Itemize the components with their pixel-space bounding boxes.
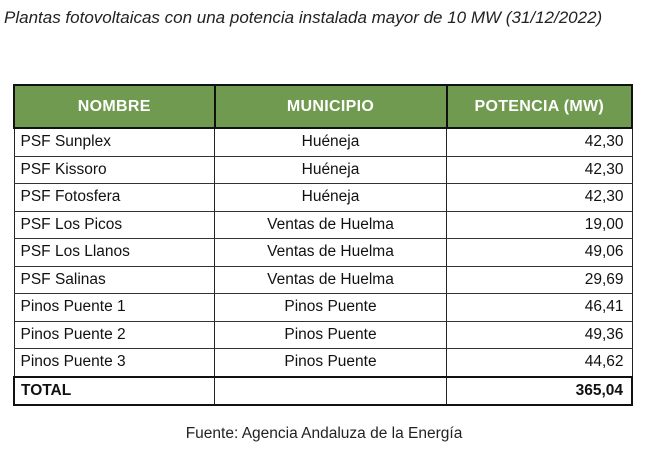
cell-potencia: 49,06	[446, 238, 633, 267]
table-row: PSF Fotosfera Huéneja 42,30	[13, 183, 633, 212]
cell-potencia: 42,30	[446, 156, 633, 184]
cell-nombre: Pinos Puente 2	[13, 321, 215, 349]
page-title: Plantas fotovoltaicas con una potencia i…	[4, 8, 603, 27]
cell-nombre: PSF Fotosfera	[13, 183, 215, 212]
table-row: Pinos Puente 2 Pinos Puente 49,36	[13, 321, 633, 349]
table-row: Pinos Puente 3 Pinos Puente 44,62	[13, 348, 633, 377]
cell-potencia: 44,62	[446, 348, 633, 377]
column-header-nombre: NOMBRE	[13, 84, 216, 129]
cell-nombre: PSF Los Llanos	[13, 238, 215, 267]
table-row: PSF Salinas Ventas de Huelma 29,69	[13, 266, 633, 294]
cell-potencia: 42,30	[446, 127, 633, 157]
cell-nombre: PSF Salinas	[13, 266, 215, 294]
column-header-potencia: POTENCIA (MW)	[445, 84, 633, 129]
column-header-municipio: MUNICIPIO	[213, 84, 448, 129]
total-label: TOTAL	[13, 375, 215, 406]
cell-potencia: 49,36	[446, 321, 633, 349]
cell-nombre: PSF Los Picos	[13, 211, 215, 239]
cell-municipio: Huéneja	[214, 156, 447, 184]
table-row: PSF Sunplex Huéneja 42,30	[13, 127, 633, 157]
table-header-row: NOMBRE MUNICIPIO POTENCIA (MW)	[13, 84, 633, 129]
plants-table: NOMBRE MUNICIPIO POTENCIA (MW) PSF Sunpl…	[13, 84, 633, 406]
source-caption: Fuente: Agencia Andaluza de la Energía	[185, 425, 463, 442]
cell-nombre: PSF Sunplex	[13, 127, 215, 157]
table-row: PSF Los Picos Ventas de Huelma 19,00	[13, 211, 633, 239]
cell-potencia: 46,41	[446, 293, 633, 322]
cell-municipio: Ventas de Huelma	[214, 211, 447, 239]
cell-municipio: Huéneja	[214, 183, 447, 212]
total-municipio-cell	[214, 375, 447, 406]
cell-municipio: Pinos Puente	[214, 293, 447, 322]
cell-potencia: 29,69	[446, 266, 633, 294]
table-row: PSF Kissoro Huéneja 42,30	[13, 156, 633, 184]
table-row: PSF Los Llanos Ventas de Huelma 49,06	[13, 238, 633, 267]
cell-potencia: 19,00	[446, 211, 633, 239]
cell-nombre: Pinos Puente 1	[13, 293, 215, 322]
cell-municipio: Huéneja	[214, 127, 447, 157]
cell-nombre: PSF Kissoro	[13, 156, 215, 184]
cell-nombre: Pinos Puente 3	[13, 348, 215, 377]
total-value: 365,04	[446, 375, 633, 406]
table-row: Pinos Puente 1 Pinos Puente 46,41	[13, 293, 633, 322]
cell-municipio: Ventas de Huelma	[214, 238, 447, 267]
cell-potencia: 42,30	[446, 183, 633, 212]
cell-municipio: Pinos Puente	[214, 348, 447, 377]
table-total-row: TOTAL 365,04	[13, 375, 633, 406]
cell-municipio: Ventas de Huelma	[214, 266, 447, 294]
cell-municipio: Pinos Puente	[214, 321, 447, 349]
